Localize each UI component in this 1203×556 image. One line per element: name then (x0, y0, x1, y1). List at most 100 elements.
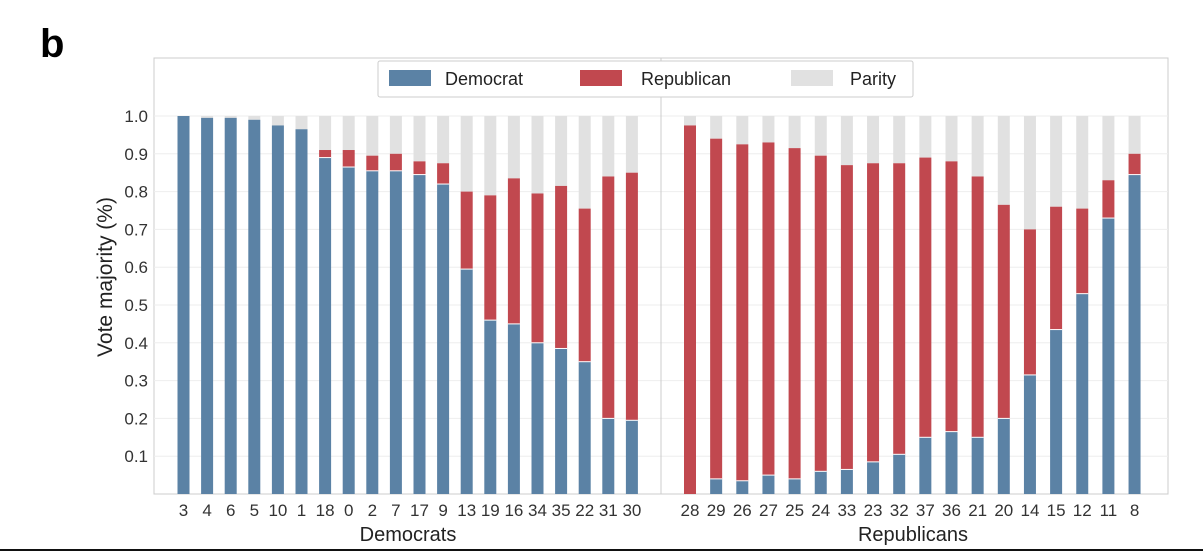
bar-republican (625, 172, 638, 421)
x-tick-label: 33 (837, 501, 856, 520)
bar-republican (893, 163, 906, 455)
bar-republican (945, 161, 958, 432)
bar-republican (602, 176, 615, 419)
bar-republican (531, 193, 544, 343)
bar-democrat (484, 320, 497, 494)
y-tick-label: 0.4 (124, 334, 148, 353)
bar-parity (413, 116, 426, 162)
x-tick-label: 20 (994, 501, 1013, 520)
bar-republican (437, 163, 450, 185)
x-tick-label: 22 (575, 501, 594, 520)
y-tick-label: 0.2 (124, 409, 148, 428)
y-tick-label: 0.1 (124, 447, 148, 466)
bar-republican (684, 125, 696, 494)
x-tick-label: 17 (410, 501, 429, 520)
x-tick-label: 4 (202, 501, 211, 520)
bar-parity (710, 116, 723, 139)
x-tick-label: 23 (864, 501, 883, 520)
bar-parity (248, 116, 261, 120)
bar-republican (1102, 180, 1115, 219)
legend-swatch-parity (791, 70, 833, 86)
bottom-rule (0, 549, 1203, 551)
x-tick-label: 32 (890, 501, 909, 520)
bar-republican (578, 208, 591, 362)
bar-parity (366, 116, 379, 156)
bar-democrat (413, 174, 426, 494)
bar-parity (484, 116, 497, 196)
legend-box (377, 60, 914, 98)
x-tick-label: 15 (1047, 501, 1066, 520)
y-tick-label: 0.6 (124, 258, 148, 277)
bar-parity (945, 116, 958, 162)
bar-parity (840, 116, 853, 166)
bar-republican (867, 163, 880, 462)
bar-democrat (1128, 174, 1141, 494)
bar-democrat (437, 184, 450, 495)
y-tick-label: 0.8 (124, 183, 148, 202)
x-tick-label: 11 (1100, 501, 1118, 520)
bar-republican (762, 142, 775, 476)
bar-democrat (366, 170, 379, 494)
bar-republican (342, 150, 355, 168)
bar-democrat (1023, 374, 1036, 494)
bar-parity (736, 116, 749, 145)
x-tick-label: 9 (438, 501, 447, 520)
bar-republican (919, 157, 932, 438)
bar-republican (389, 153, 402, 171)
bar-parity (578, 116, 591, 209)
bar-republican (814, 155, 827, 472)
x-tick-label: 13 (457, 501, 476, 520)
x-tick-label: 37 (916, 501, 935, 520)
bar-parity (460, 116, 473, 192)
y-tick-label: 1.0 (124, 107, 148, 126)
bar-parity (555, 116, 568, 186)
bar-parity (531, 116, 544, 194)
bar-parity (1128, 116, 1141, 154)
bar-democrat (762, 475, 775, 494)
bar-democrat (460, 269, 473, 494)
bar-republican (366, 155, 379, 171)
bar-democrat (602, 418, 615, 494)
bar-parity (814, 116, 827, 156)
bar-democrat (201, 117, 214, 494)
bar-republican (997, 204, 1010, 419)
bar-democrat (531, 342, 544, 494)
bar-democrat (177, 116, 190, 494)
x-tick-label: 3 (179, 501, 188, 520)
bar-parity (997, 116, 1010, 205)
x-tick-label: 5 (250, 501, 259, 520)
panel-label: b (40, 22, 65, 66)
bar-republican (507, 178, 520, 324)
bar-republican (1023, 229, 1036, 375)
x-tick-label: 30 (622, 501, 641, 520)
bar-republican (788, 148, 801, 479)
legend-swatch-democrat (389, 70, 431, 86)
bar-democrat (710, 478, 723, 494)
x-tick-label: 16 (504, 501, 523, 520)
bar-democrat (997, 418, 1010, 494)
x-tick-label: 29 (707, 501, 726, 520)
x-tick-label: 28 (681, 501, 700, 520)
group-label-democrats: Democrats (360, 524, 457, 546)
bar-democrat (919, 437, 932, 494)
legend-swatch-republican (580, 70, 622, 86)
bar-parity (437, 116, 450, 164)
x-tick-label: 0 (344, 501, 353, 520)
bar-democrat (736, 480, 749, 494)
bar-democrat (788, 478, 801, 494)
legend-label-republican: Republican (641, 69, 731, 89)
axes-layer: 0.10.20.30.40.50.60.70.80.91.03 4 6 5 10 1 18 0… (124, 107, 1139, 520)
x-tick-label: 36 (942, 501, 961, 520)
bar-democrat (814, 471, 827, 494)
bar-democrat (971, 437, 984, 494)
bar-parity (867, 116, 880, 164)
bar-democrat (224, 117, 237, 494)
x-tick-label: 25 (785, 501, 804, 520)
x-tick-label: 31 (599, 501, 618, 520)
bar-parity (319, 116, 332, 151)
bar-democrat (625, 420, 638, 494)
x-tick-label: 6 (226, 501, 235, 520)
bar-democrat (945, 431, 958, 494)
bar-democrat (867, 461, 880, 494)
